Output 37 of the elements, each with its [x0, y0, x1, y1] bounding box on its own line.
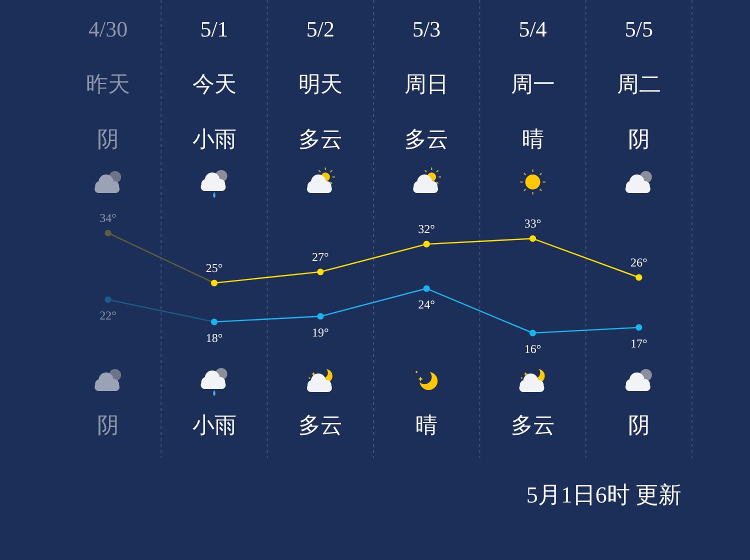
annotation: 晴 — [416, 412, 438, 438]
annotation: 小雨 — [192, 412, 236, 438]
annotation: 多云 — [298, 126, 342, 152]
x-tick-label: 5/4 — [518, 16, 547, 42]
x-tick-label: 5/3 — [412, 16, 441, 42]
data-label: 27° — [312, 250, 329, 264]
annotation: 今天 — [192, 72, 236, 96]
data-label: 24° — [418, 298, 435, 312]
annotation: 周日 — [404, 72, 449, 96]
annotation: 多云 — [510, 412, 555, 438]
x-tick-label: 5/2 — [306, 16, 334, 42]
x-tick-label: 4/30 — [88, 16, 128, 42]
data-label: 26° — [630, 255, 648, 270]
data-label: 25° — [206, 261, 223, 275]
annotation: 周一 — [510, 72, 555, 96]
annotation: 阴 — [97, 126, 120, 152]
annotation: 阴 — [628, 126, 650, 152]
x-tick-label: 5/1 — [200, 16, 228, 42]
annotation: 小雨 — [192, 126, 236, 152]
x-tick-label: 5/5 — [624, 16, 653, 42]
annotation: 周二 — [616, 72, 661, 96]
data-label: 17° — [630, 336, 648, 350]
annotation: 多云 — [404, 126, 449, 152]
data-label: 19° — [312, 325, 329, 340]
data-label: 16° — [524, 342, 542, 356]
annotation: 多云 — [298, 412, 342, 438]
data-label: 34° — [100, 211, 116, 225]
annotation: 阴 — [628, 412, 650, 438]
data-label: 33° — [524, 216, 542, 231]
annotation: 阴 — [97, 412, 120, 438]
data-label: 18° — [206, 330, 223, 345]
annotation: 明天 — [298, 72, 342, 96]
data-label: 32° — [418, 222, 435, 236]
annotation: 晴 — [522, 126, 544, 152]
data-label: 22° — [100, 308, 116, 323]
annotation: 昨天 — [86, 72, 130, 96]
annotation: 5月1日6时 更新 — [526, 482, 682, 508]
